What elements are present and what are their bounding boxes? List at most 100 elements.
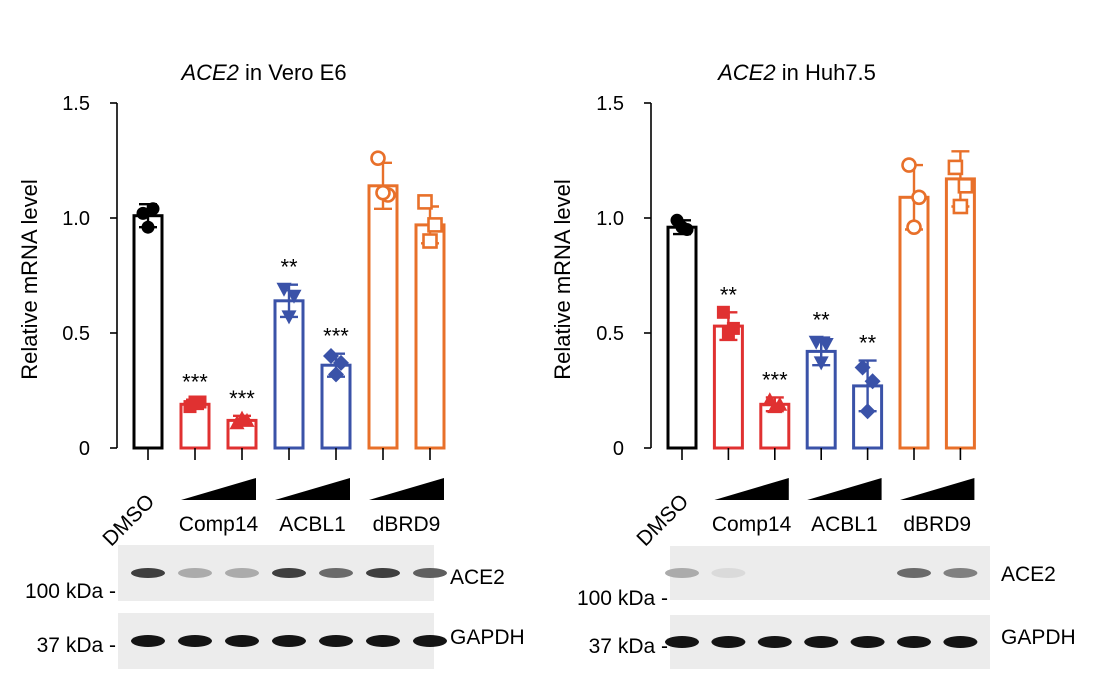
data-point <box>716 305 730 319</box>
data-point <box>813 356 829 371</box>
x-group-label: dBRD9 <box>903 513 971 536</box>
blot-gapdh-band <box>711 636 746 648</box>
blot-gapdh-marker: 37 kDa - <box>589 635 668 658</box>
chart-panel-1: ACE2 in Vero E6 0 0.5 1.0 1.5 Relative mRNA l… <box>17 60 525 669</box>
bar-group-4: ** <box>273 255 305 460</box>
bar-group-4: ** <box>805 308 837 460</box>
x-group-label: Comp14 <box>712 513 792 536</box>
blot-ace2-band <box>131 568 165 578</box>
data-point <box>859 403 876 420</box>
bar <box>944 177 976 450</box>
data-point <box>864 373 881 390</box>
bar-group-7 <box>944 150 976 460</box>
blot-ace2-band <box>272 568 306 578</box>
blot-ace2-band <box>943 568 978 578</box>
y-tick-label: 1.5 <box>62 93 90 115</box>
blot-gapdh-band <box>413 635 447 647</box>
chart-title: ACE2 in Huh7.5 <box>716 60 876 85</box>
blot-gapdh-band <box>225 635 259 647</box>
data-point <box>854 359 871 376</box>
blot-gapdh-band <box>897 636 931 648</box>
y-tick-label: 1.0 <box>62 208 90 230</box>
blot-gapdh-band <box>366 635 400 647</box>
data-point <box>721 326 735 340</box>
data-point <box>276 282 292 297</box>
significance-label: *** <box>182 370 208 395</box>
data-point <box>188 395 202 409</box>
dose-wedge <box>275 478 350 500</box>
blot-gapdh-band <box>319 635 353 647</box>
y-tick-label: 0.5 <box>596 323 624 345</box>
chart-title-rest: in Huh7.5 <box>776 60 876 85</box>
bar-group-3: *** <box>226 386 258 460</box>
blot-gapdh-band <box>757 636 792 648</box>
bar-group-1 <box>666 213 698 460</box>
dose-wedge <box>181 478 256 500</box>
chart-title-gene: ACE2 <box>716 60 775 85</box>
data-point <box>234 410 250 425</box>
blot-ace2-label: ACE2 <box>1001 563 1056 586</box>
y-tick-label: 0 <box>79 438 90 460</box>
blot-gapdh-band <box>850 636 885 648</box>
significance-label: ** <box>280 255 298 280</box>
y-tick-label: 0 <box>613 438 624 460</box>
y-axis-label: Relative mRNA level <box>550 179 575 380</box>
chart-title: ACE2 in Vero E6 <box>179 60 346 85</box>
data-point <box>818 338 834 352</box>
blot-ace2-marker: 100 kDa - <box>577 587 668 610</box>
data-point <box>911 189 927 206</box>
blot-gapdh-band <box>804 636 839 648</box>
blot-gapdh-band <box>943 636 978 648</box>
data-point <box>947 159 964 176</box>
dose-wedge <box>900 478 975 500</box>
blot-ace2-band <box>366 568 400 578</box>
bar <box>132 214 164 450</box>
blot-ace2-band <box>319 568 353 578</box>
blot-gapdh-band <box>131 635 165 647</box>
blot-ace2-band <box>897 568 931 578</box>
chart-panel-2: ACE2 in Huh7.5 0 0.5 1.0 1.5 Relative mRNA le… <box>550 60 1076 669</box>
bar-group-3: *** <box>759 367 791 460</box>
significance-label: *** <box>323 324 349 349</box>
blot-ace2-band <box>225 568 259 578</box>
blot-ace2-band <box>413 568 447 578</box>
x-label-dmso: DMSO <box>98 490 159 551</box>
blot-gapdh-band <box>665 636 699 648</box>
blot-gapdh-label: GAPDH <box>450 626 525 649</box>
blot-ace2-band <box>665 568 699 578</box>
x-group-label: dBRD9 <box>373 513 441 536</box>
blot-gapdh-marker: 37 kDa - <box>37 634 116 657</box>
significance-label: *** <box>762 367 788 392</box>
bar-group-2: *** <box>179 370 211 460</box>
significance-label: ** <box>813 308 831 333</box>
data-point <box>952 198 969 215</box>
blot-ace2-band <box>178 568 212 578</box>
significance-label: ** <box>859 331 877 356</box>
dose-wedge <box>807 478 882 500</box>
data-point <box>136 206 150 220</box>
x-label-dmso: DMSO <box>632 490 693 551</box>
bar <box>414 223 446 450</box>
bar-group-6 <box>367 150 399 460</box>
y-tick-label: 1.5 <box>596 93 624 115</box>
data-point <box>901 157 917 173</box>
data-point <box>957 178 974 194</box>
data-point <box>906 219 922 235</box>
significance-label: *** <box>229 386 255 411</box>
data-point <box>333 354 349 371</box>
chart-title-gene: ACE2 <box>179 60 238 85</box>
blot-gapdh-band <box>272 635 306 647</box>
x-group-label: Comp14 <box>179 513 259 536</box>
data-point <box>375 184 391 201</box>
bar <box>367 184 399 450</box>
blot-ace2-band <box>711 568 746 578</box>
data-point <box>422 233 438 249</box>
data-point <box>146 202 160 216</box>
bar-group-7 <box>414 194 446 460</box>
x-group-label: ACBL1 <box>279 513 346 536</box>
bar-group-5: ** <box>852 331 884 460</box>
data-point <box>675 220 689 234</box>
significance-label: ** <box>720 282 738 307</box>
blot-gapdh-band <box>178 635 212 647</box>
